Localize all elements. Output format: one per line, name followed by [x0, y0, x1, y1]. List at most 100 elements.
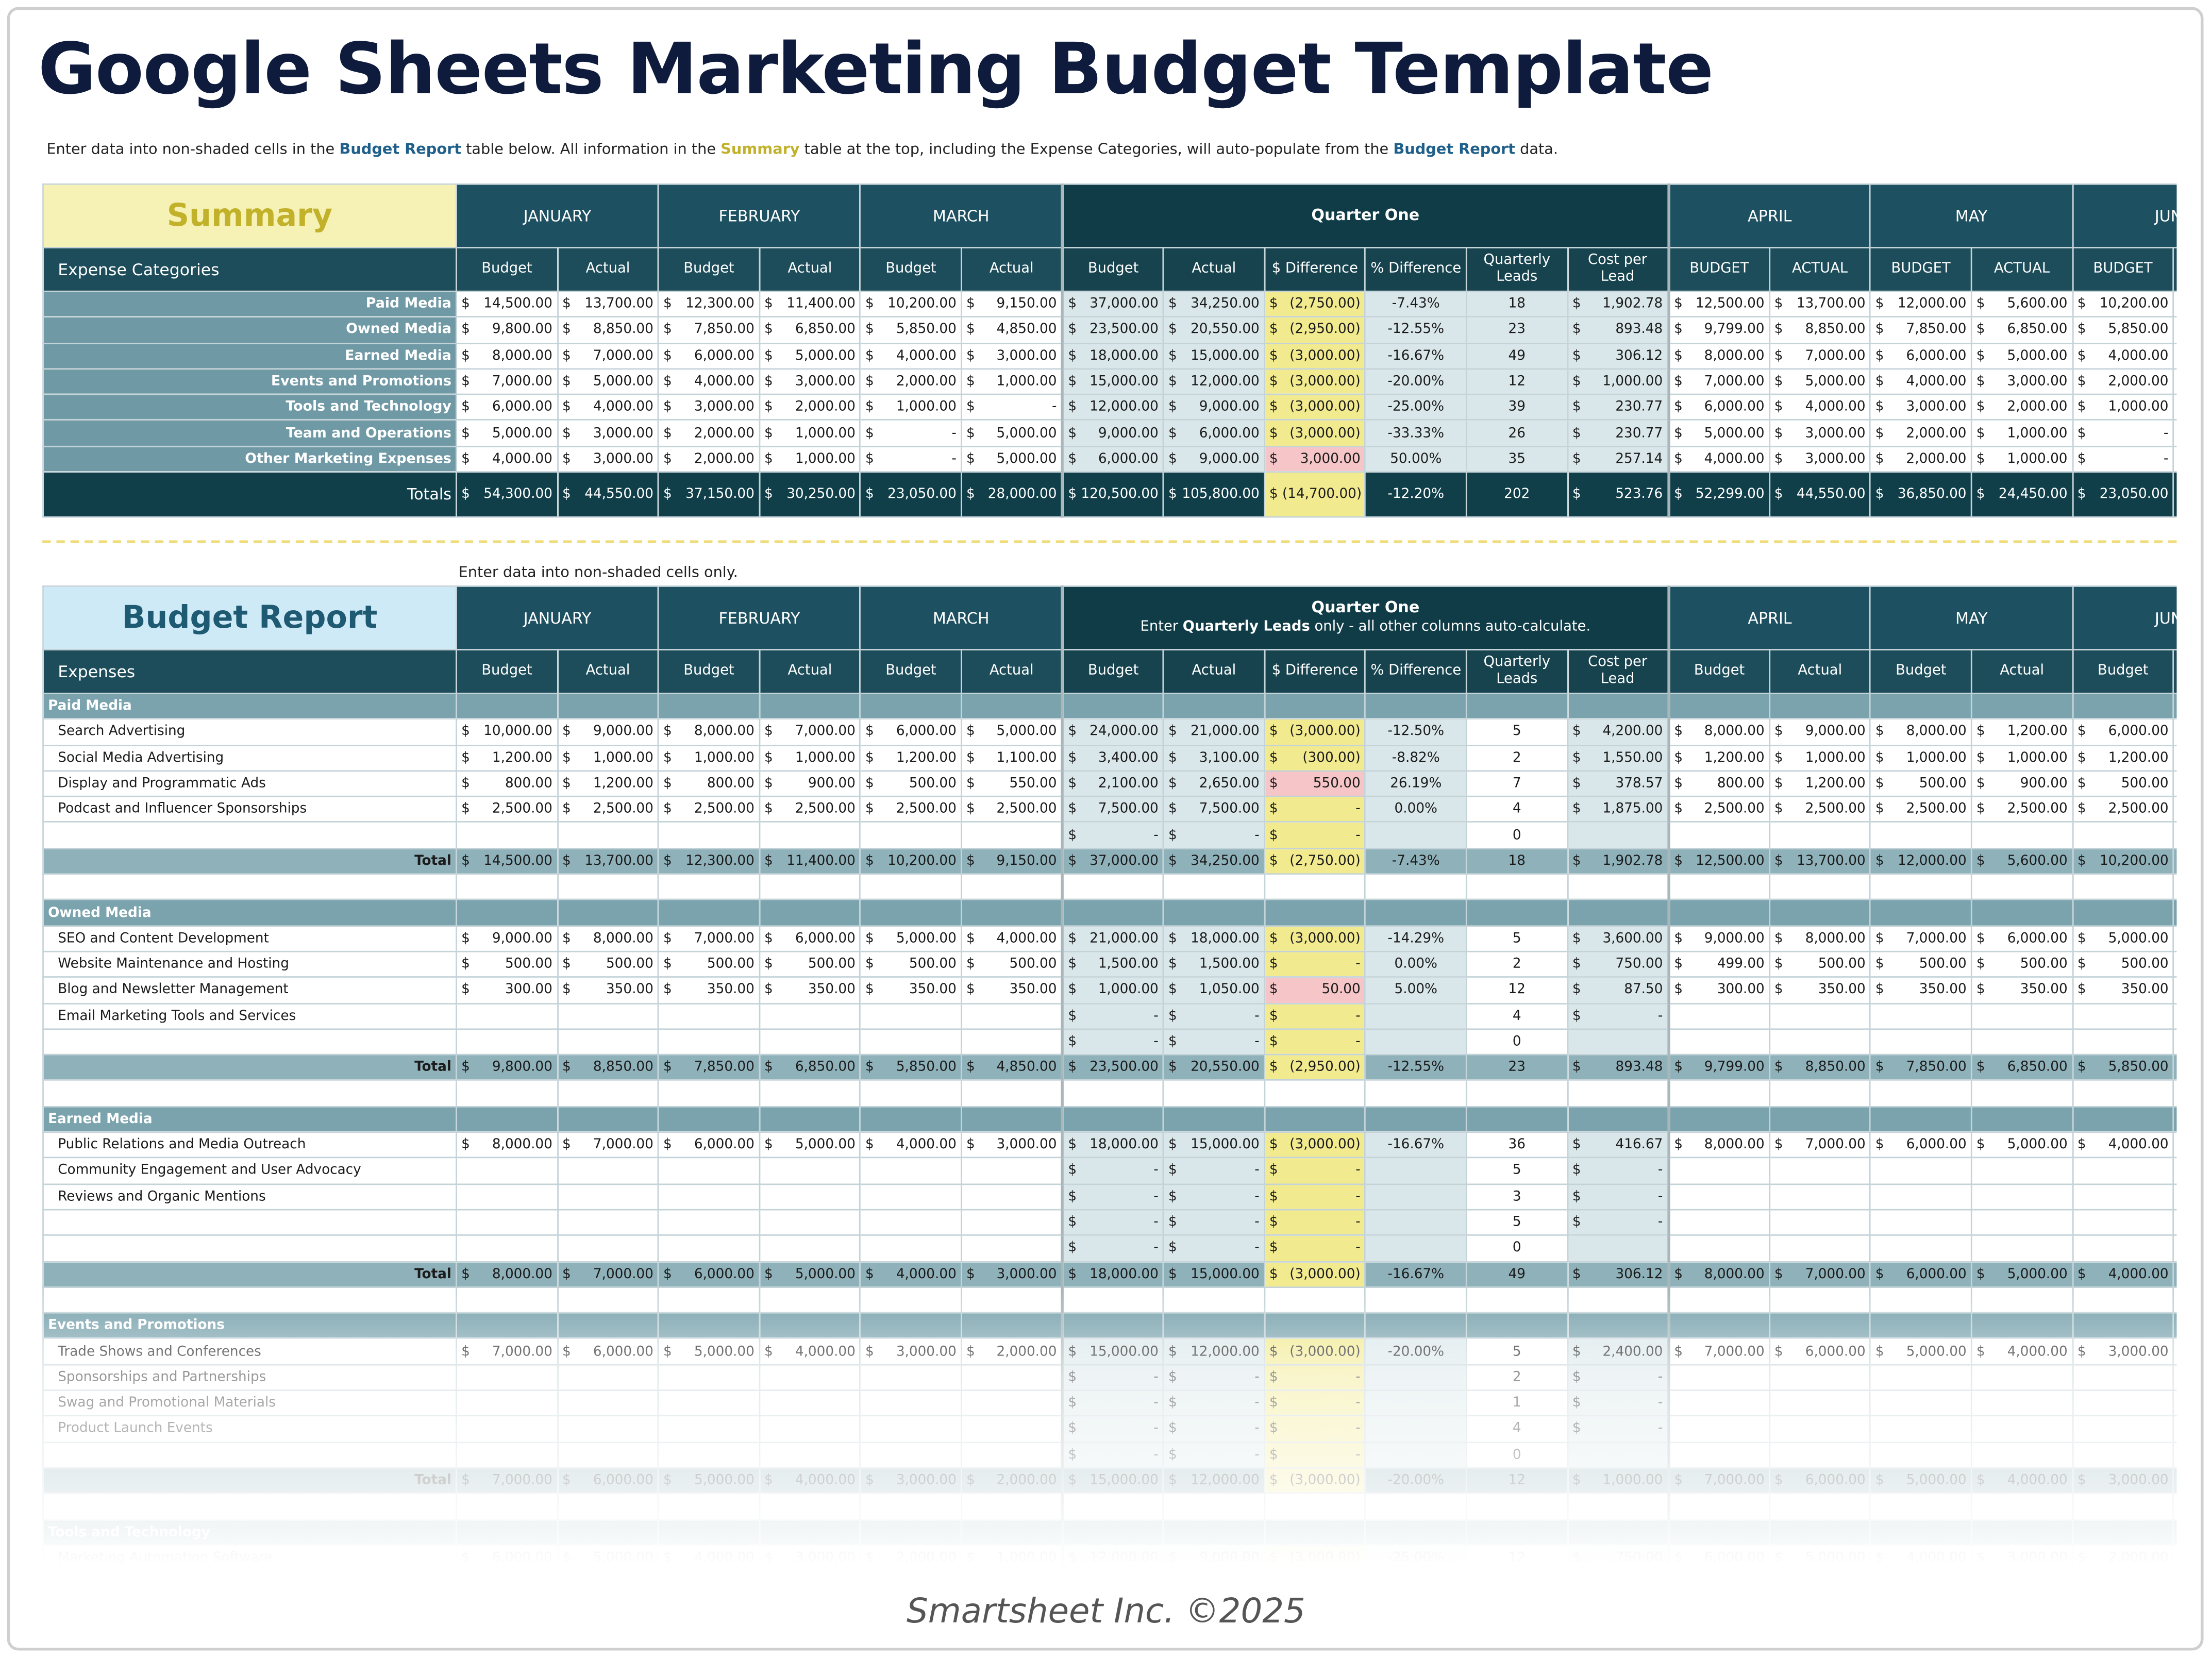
cell: $ - [860, 445, 962, 473]
cell [2172, 899, 2177, 927]
cell: 26 [1465, 420, 1568, 447]
cell [1970, 899, 2073, 927]
sub-header: Actual [1163, 247, 1265, 292]
cell: $ 1,200.00 [2071, 744, 2174, 772]
cell [759, 822, 861, 849]
cell: $ - [1263, 1002, 1366, 1030]
cell: $ 2,500.00 [456, 796, 558, 824]
cell [1970, 1080, 2073, 1108]
cell: $ 1,000.00 [1768, 744, 1871, 772]
cell: $ 750.00 [1566, 950, 1669, 978]
item-row: $ - $ - $ -5 $ - [42, 1209, 2177, 1236]
cell: $ - [1566, 1209, 1669, 1236]
cell: $ - [1061, 1028, 1164, 1056]
cell [2172, 471, 2177, 518]
cell: $ 1,000.00 [1869, 744, 1972, 772]
cell: $ 14,500.00 [456, 290, 558, 318]
cell: $ 4,000.00 [2071, 1131, 2174, 1159]
cell [1263, 1106, 1366, 1133]
cell [1163, 873, 1265, 901]
cell [1768, 1028, 1871, 1056]
cell: $ 20,550.00 [1163, 1054, 1265, 1081]
cell: $ 523.76 [1566, 471, 1669, 518]
cell: $ 6,000.00 [456, 394, 558, 422]
sub-header: Budget [456, 649, 558, 694]
cell: $ 500.00 [658, 950, 760, 978]
cell: $ 1,550.00 [1566, 744, 1669, 772]
cell: $ (3,000.00) [1263, 925, 1366, 952]
group-name: JUNE [2155, 609, 2176, 627]
cell: $ 500.00 [961, 950, 1063, 978]
cell: 18 [1465, 847, 1568, 875]
cell: $ 4,000.00 [557, 394, 659, 422]
cell: $ 5,000.00 [1768, 368, 1871, 395]
cell [860, 899, 962, 927]
cell: $ 4,000.00 [2071, 342, 2174, 370]
cell [2172, 1080, 2177, 1108]
cell: 3 [1465, 1183, 1568, 1211]
cell: $ 18,000.00 [1061, 1260, 1164, 1288]
cell [2172, 445, 2177, 473]
cell: $ 1,875.00 [1566, 796, 1669, 824]
cell: $ - [1263, 950, 1366, 978]
cell [1667, 1183, 1770, 1211]
sub-header [2172, 649, 2177, 694]
cell: $ 6,000.00 [860, 718, 962, 746]
cell [2172, 976, 2177, 1004]
cell: $ 500.00 [2071, 770, 2174, 798]
cell: $ 3,600.00 [1566, 925, 1669, 952]
cell: $ 7,000.00 [1869, 925, 1972, 952]
cell: 5 [1465, 1209, 1568, 1236]
cell: $ 7,000.00 [456, 368, 558, 395]
sub-header: Budget [456, 247, 558, 292]
cell [860, 822, 962, 849]
sub-header: BUDGET [2071, 247, 2174, 292]
cell [1061, 899, 1164, 927]
cell [1566, 1080, 1669, 1108]
cell: $ 800.00 [1667, 770, 1770, 798]
cell [860, 1002, 962, 1030]
group-header: Quarter One [1061, 183, 1669, 248]
cell: $ 2,100.00 [1061, 770, 1164, 798]
cell [1163, 899, 1265, 927]
cell: $ 4,000.00 [860, 1131, 962, 1159]
cell [1566, 692, 1669, 720]
cell: $ 5,850.00 [2071, 1054, 2174, 1081]
item-row: Public Relations and Media Outreach $ 8,0… [42, 1131, 2177, 1159]
cell: 36 [1465, 1131, 1568, 1159]
cell: $ (14,700.00) [1263, 471, 1366, 518]
cell: $ 2,000.00 [658, 420, 760, 447]
cell [1061, 1080, 1164, 1108]
cell: 49 [1465, 342, 1568, 370]
cell [2172, 950, 2177, 978]
group-header: FEBRUARY [658, 585, 861, 650]
summary-row: Owned Media $ 9,800.00 $ 8,850.00 $ 7,850.0… [42, 316, 2177, 344]
cell [1364, 822, 1467, 849]
cell: $ 5,850.00 [2071, 316, 2174, 344]
row-label: Team and Operations [42, 420, 457, 447]
cell: $ 300.00 [456, 976, 558, 1004]
divider [42, 540, 2177, 543]
cell: $ - [1263, 1183, 1366, 1211]
cell: -16.67% [1364, 342, 1467, 370]
cell: $ 37,000.00 [1061, 290, 1164, 318]
cell [1465, 1080, 1568, 1108]
cell: $ 350.00 [759, 976, 861, 1004]
cell: $ - [1163, 822, 1265, 849]
cell [2172, 342, 2177, 370]
cell: $ 550.00 [961, 770, 1063, 798]
cell: $ 10,000.00 [456, 718, 558, 746]
group-header: MAY [1869, 585, 2073, 650]
cell: $ 2,500.00 [1970, 796, 2073, 824]
cell: $ 1,200.00 [557, 770, 659, 798]
cell: $ (3,000.00) [1263, 718, 1366, 746]
cell: $ 44,550.00 [1768, 471, 1871, 518]
cell [1061, 1106, 1164, 1133]
cell: $ 3,400.00 [1061, 744, 1164, 772]
cell [860, 1028, 962, 1056]
cell: $ 1,500.00 [1163, 950, 1265, 978]
cell: 2 [1465, 744, 1568, 772]
cell: -12.50% [1364, 718, 1467, 746]
cell: $ 300.00 [1667, 976, 1770, 1004]
cell: $ 350.00 [557, 976, 659, 1004]
